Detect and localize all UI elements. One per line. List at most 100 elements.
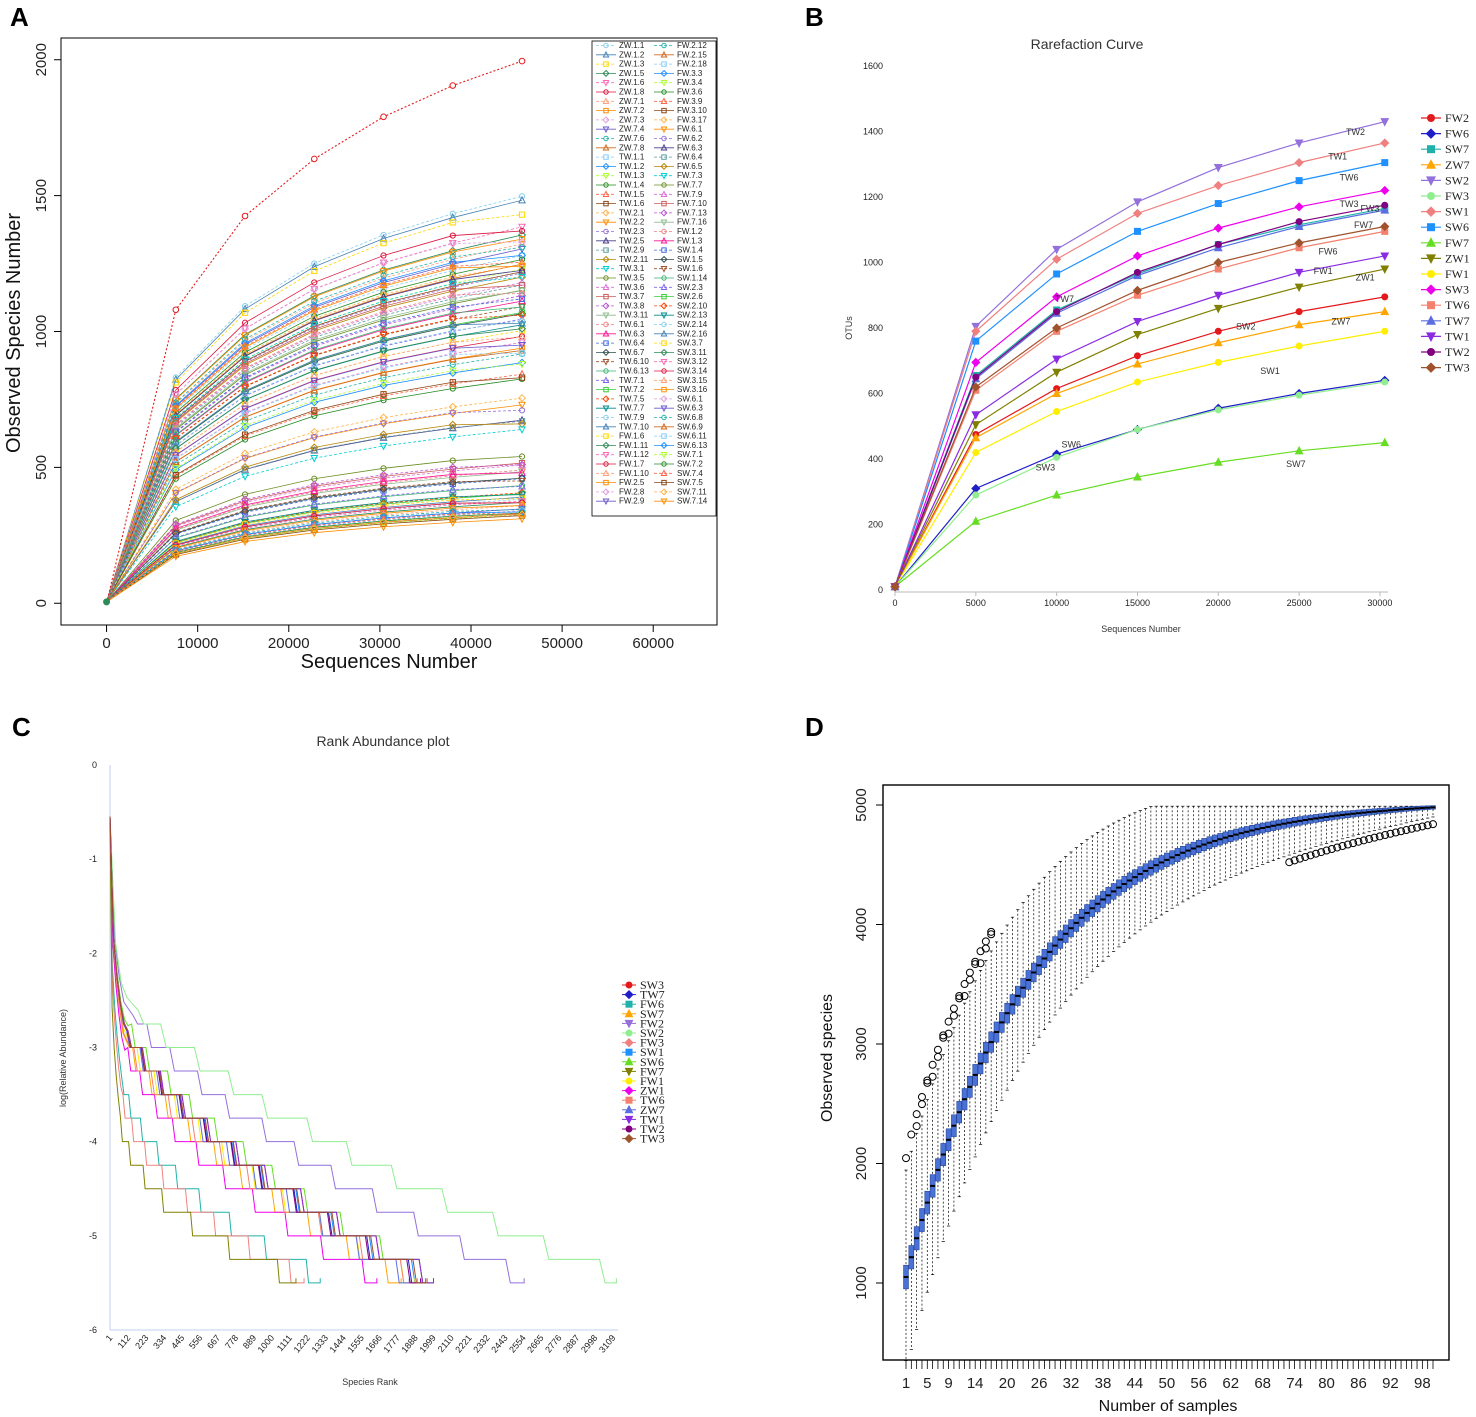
- panel-a-series-point: [311, 260, 318, 267]
- panel-a-series-point: [518, 223, 526, 232]
- panel-c-legend-label: TW1: [640, 1112, 665, 1126]
- panel-d-outlier: [1322, 846, 1331, 855]
- panel-a-series-point: [310, 366, 319, 375]
- panel-b-series-point: [1380, 265, 1390, 275]
- panel-b-series-point: [971, 421, 981, 430]
- panel-b-annotation: SW1: [1260, 366, 1280, 376]
- panel-a-series-point: [448, 316, 457, 324]
- panel-b-series-point: [1133, 359, 1142, 368]
- panel-c-x-tick-label: 1444: [328, 1333, 349, 1355]
- panel-a-legend-label: TW.3.5: [619, 274, 645, 283]
- panel-d-outlier: [1290, 856, 1299, 865]
- panel-c-legend-label: FW2: [640, 1016, 664, 1030]
- panel-a-legend-marker: [661, 340, 667, 346]
- panel-b-series-point: [1294, 283, 1304, 293]
- panel-a-top-series-point: [449, 82, 457, 89]
- panel-b-series-point: [1213, 337, 1223, 347]
- panel-b-series-point: [1213, 223, 1223, 233]
- panel-a-series-point: [379, 368, 388, 376]
- panel-a-legend-marker: [661, 321, 667, 328]
- panel-a-legend-marker: [661, 479, 667, 486]
- panel-a-series-point: [517, 311, 527, 320]
- panel-a-y-tick-label: 1000: [33, 315, 50, 348]
- panel-b-legend-marker: [1425, 332, 1437, 343]
- panel-d-outlier: [928, 1060, 937, 1069]
- panel-c-x-tick-label: 1333: [310, 1333, 331, 1355]
- panel-a-series-point: [171, 495, 180, 504]
- panel-a-series-point: [311, 383, 318, 390]
- panel-a-legend-label: TW.1.6: [619, 199, 645, 208]
- panel-b-y-tick-label: 800: [868, 323, 883, 333]
- panel-b-y-tick-label: 600: [868, 389, 883, 399]
- panel-d-outlier: [1413, 823, 1422, 832]
- panel-d-outlier: [1285, 858, 1294, 867]
- panel-a-series-point: [241, 507, 249, 515]
- panel-a-series-point: [449, 379, 456, 386]
- panel-a-series-point: [241, 360, 249, 367]
- panel-a-series-point: [517, 324, 527, 333]
- panel-a-series-line: [106, 282, 523, 603]
- panel-a-legend-marker: [602, 498, 610, 506]
- panel-c-x-label: Species Rank: [342, 1377, 398, 1387]
- panel-a-series-line: [106, 214, 523, 603]
- panel-a-series-point: [517, 474, 527, 483]
- panel-b-series-point: [1133, 198, 1142, 207]
- panel-b-series-point: [1380, 118, 1390, 127]
- panel-b-annotation: TW6: [1340, 173, 1359, 183]
- panel-a-legend-marker: [602, 162, 610, 170]
- panel-b-series-point: [1380, 437, 1390, 447]
- panel-a-legend-label: TW.3.8: [619, 301, 645, 310]
- panel-a-y-tick-label: 500: [33, 455, 50, 480]
- panel-c-x-tick-label: 1666: [363, 1333, 384, 1355]
- panel-b-series-point: [972, 337, 980, 345]
- panel-a-legend-label: FW.6.5: [677, 162, 703, 171]
- panel-c-x-tick-label: 2665: [525, 1333, 546, 1355]
- panel-d-outlier: [1429, 820, 1437, 829]
- panel-c-x-tick-label: 2443: [489, 1333, 510, 1355]
- panel-d-x-tick-label: 74: [1286, 1375, 1303, 1392]
- panel-a-series-point: [448, 333, 457, 342]
- panel-b-series-point: [1294, 238, 1304, 248]
- panel-c-legend-marker: [625, 1096, 633, 1104]
- panel-c-x-tick-label: 556: [187, 1333, 204, 1351]
- panel-a-series-point: [449, 300, 456, 307]
- panel-a-legend-label: TW.2.5: [619, 236, 645, 245]
- panel-a-series-point: [448, 280, 457, 289]
- panel-d-x-tick-label: 26: [1031, 1375, 1048, 1392]
- panel-a-series-line: [106, 480, 523, 603]
- panel-a-series-point: [518, 321, 526, 330]
- panel-a-legend-marker: [603, 89, 609, 95]
- panel-a-series-point: [240, 533, 250, 542]
- panel-a-legend-marker: [602, 80, 610, 87]
- panel-b-series-point: [1053, 270, 1061, 278]
- panel-b-legend-marker: [1427, 145, 1435, 154]
- panel-a-legend-label: TW.6.13: [619, 367, 649, 376]
- panel-a-series-point: [241, 391, 249, 399]
- panel-a-series-point: [311, 331, 318, 338]
- panel-a-series-point: [379, 315, 388, 323]
- panel-b-annotation: FW1: [1314, 266, 1333, 276]
- panel-a-series-point: [518, 346, 526, 354]
- panel-d-outlier: [939, 1033, 948, 1042]
- panel-b-y-tick-label: 400: [868, 454, 883, 464]
- panel-a-series-point: [310, 398, 319, 407]
- panel-a-series-line: [106, 404, 523, 603]
- panel-a-legend-label: FW.3.6: [677, 88, 703, 97]
- panel-c-legend-label: ZW7: [640, 1103, 665, 1117]
- panel-b-series-point: [890, 582, 900, 592]
- panel-c-series-line: [109, 816, 297, 1284]
- panel-c-legend-marker: [624, 1133, 634, 1144]
- panel-b-series-point: [1133, 331, 1142, 340]
- panel-a-series-point: [448, 519, 457, 527]
- panel-letter-c: C: [12, 712, 31, 742]
- panel-c-y-tick-label: -1: [89, 854, 97, 864]
- panel-a-legend-marker: [660, 162, 668, 170]
- panel-d-outlier: [1295, 854, 1304, 863]
- panel-c-series-line: [109, 816, 426, 1284]
- panel-a-series-point: [380, 252, 387, 259]
- panel-a-series-point: [310, 524, 319, 533]
- panel-c-legend-marker: [624, 1019, 634, 1029]
- panel-c-legend-marker: [625, 981, 633, 989]
- panel-a-legend-label: FW.2.18: [677, 60, 707, 69]
- panel-b-annotation: SW3: [1036, 462, 1056, 472]
